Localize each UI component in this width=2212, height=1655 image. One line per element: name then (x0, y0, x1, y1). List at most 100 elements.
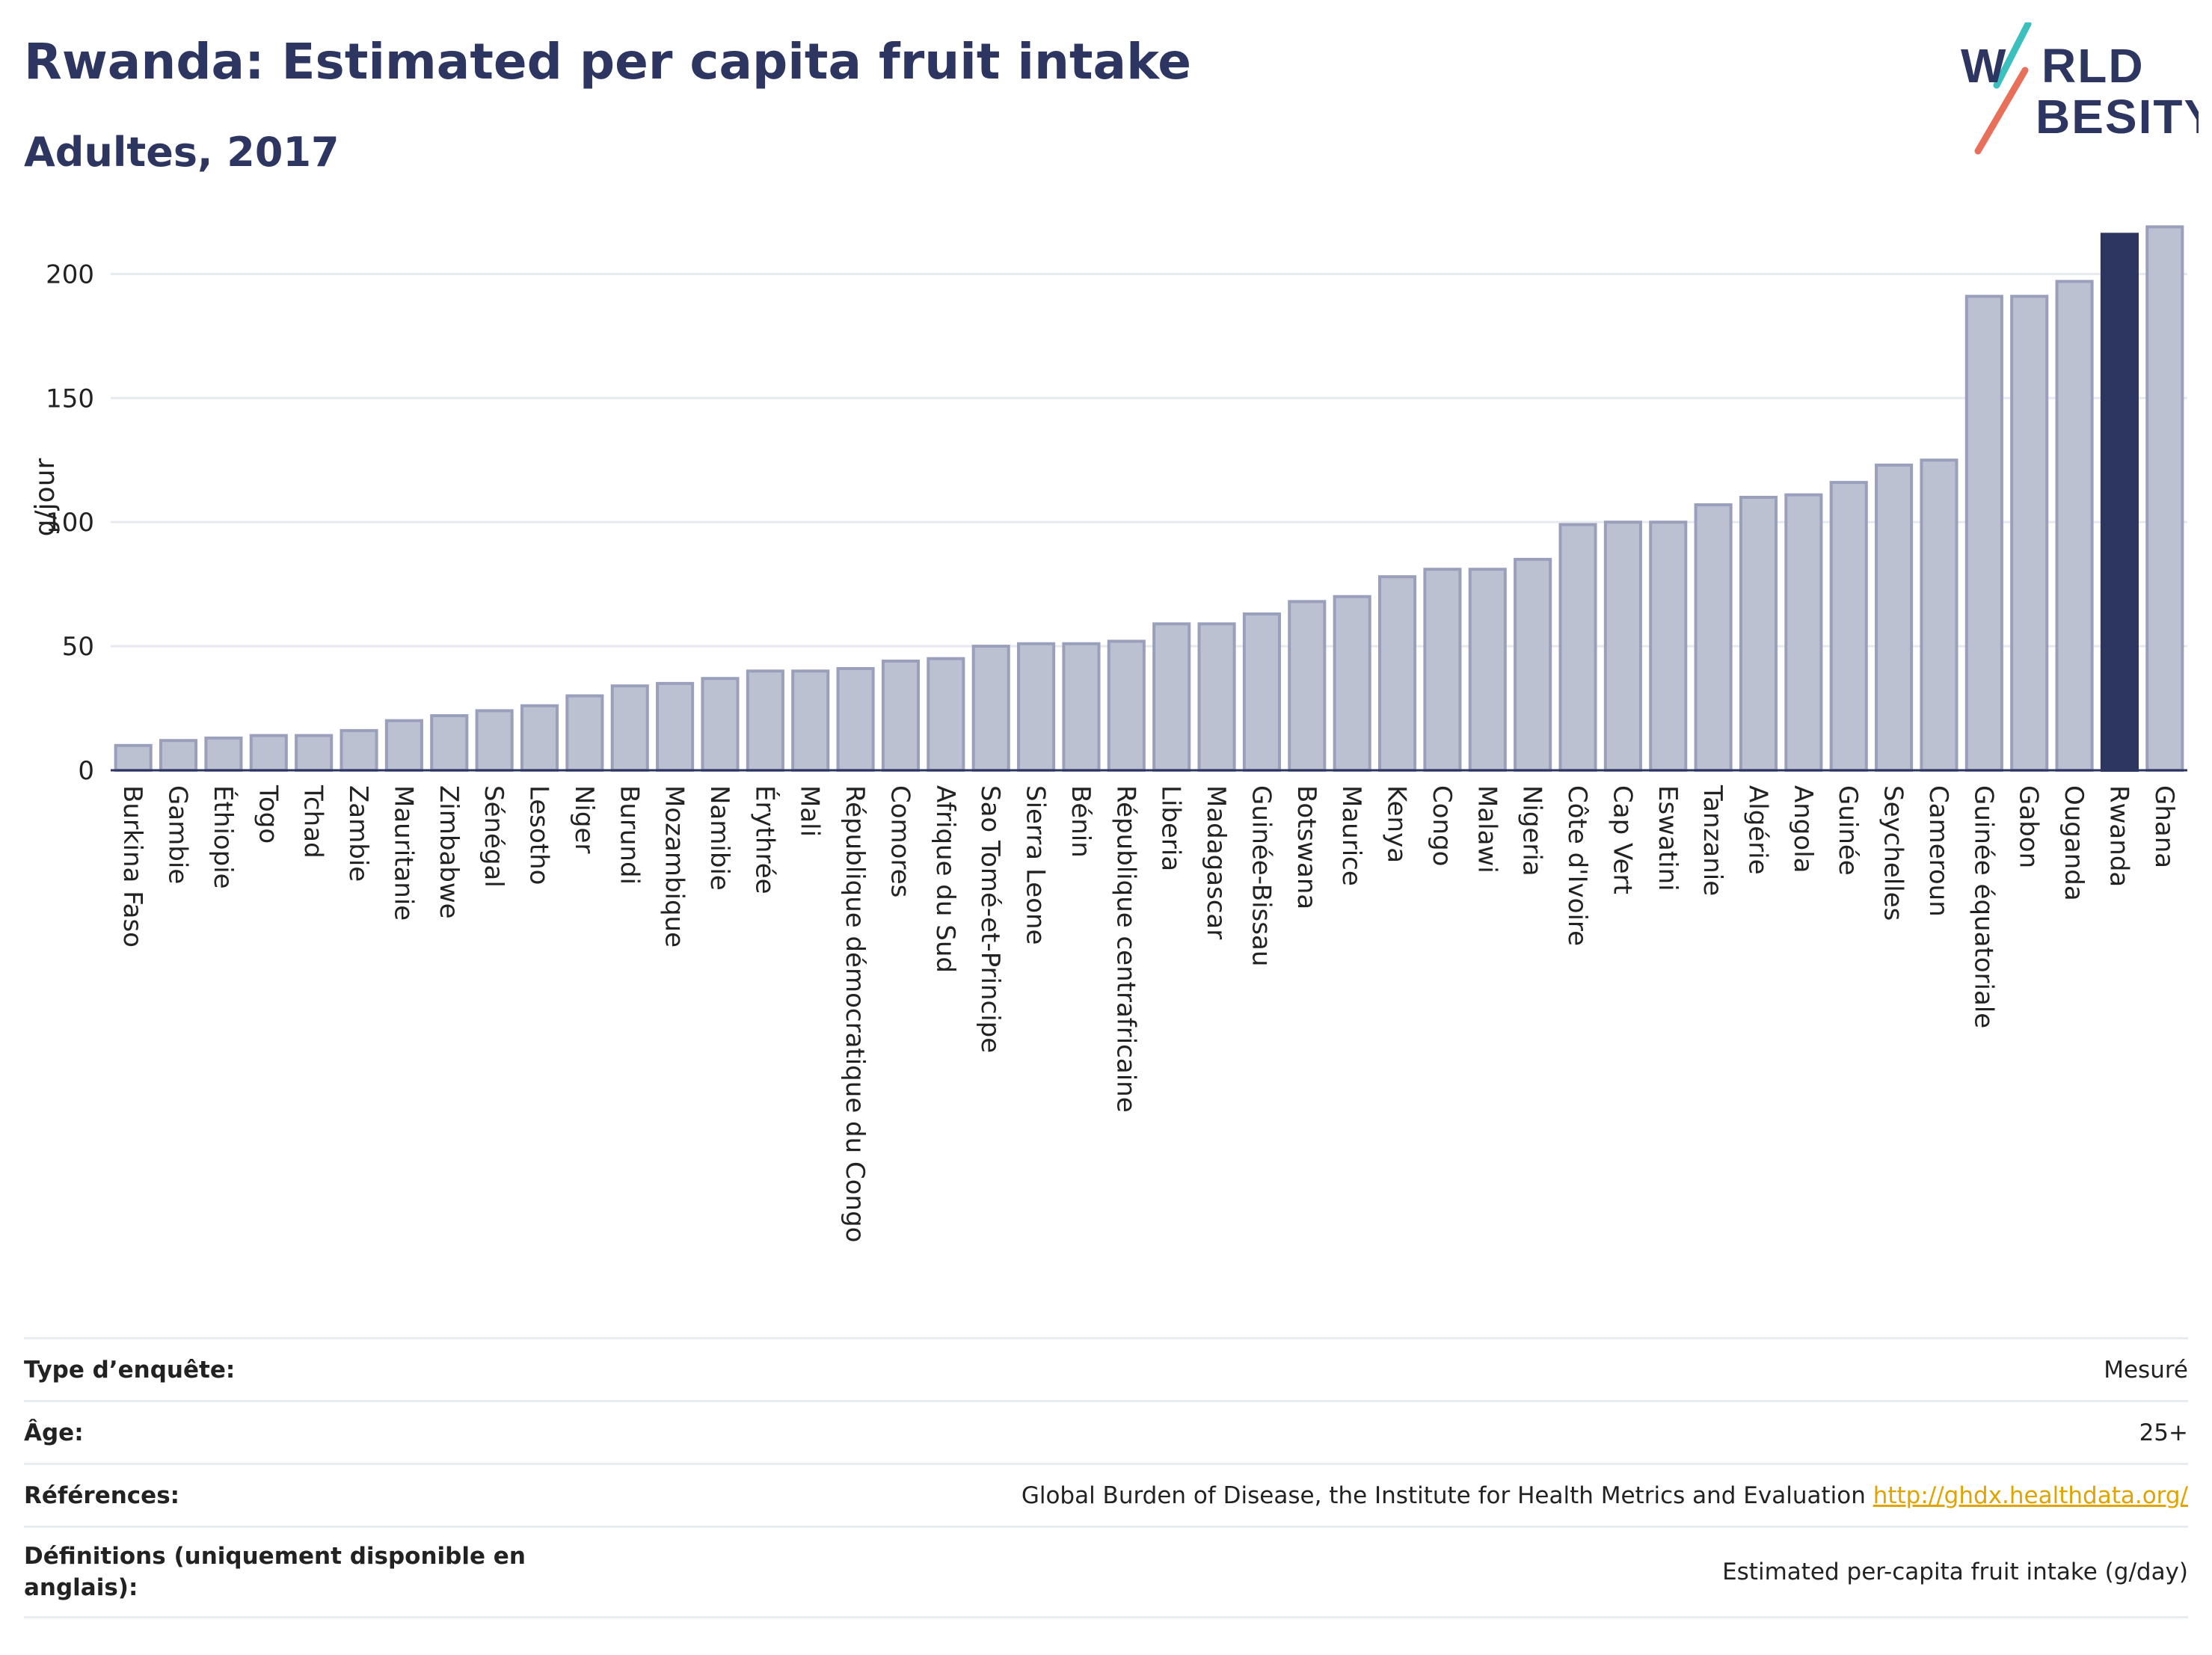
survey-type-row: Type d’enquête: Mesuré (24, 1337, 2188, 1400)
x-tick-label: Cameroun (1923, 785, 1953, 917)
x-tick-label: Zambie (343, 785, 373, 882)
x-tick-label: Guinée équatoriale (1968, 785, 1998, 1028)
x-tick-label: Sao Tomé-et-Principe (975, 785, 1005, 1053)
svg-text:BESITY: BESITY (2036, 90, 2199, 144)
references-label: Références: (24, 1481, 180, 1509)
bar (384, 719, 423, 772)
bar (656, 681, 695, 773)
bar (1288, 600, 1327, 773)
bar (746, 669, 784, 772)
x-tick-label: Éthiopie (208, 785, 239, 889)
bar (1829, 481, 1868, 772)
bar (927, 657, 965, 772)
y-axis-label: g/jour (30, 458, 61, 536)
bar (1062, 642, 1101, 772)
x-tick-label: Congo (1427, 785, 1457, 866)
references-value: Global Burden of Disease, the Institute … (1021, 1482, 2188, 1509)
x-tick-label: Guinée-Bissau (1246, 785, 1276, 966)
y-tick-label: 100 (46, 508, 94, 538)
age-value: 25+ (2139, 1419, 2188, 1446)
bar (204, 736, 243, 773)
x-tick-label: Mali (795, 785, 825, 837)
chart-title: Rwanda: Estimated per capita fruit intak… (24, 33, 1191, 90)
x-tick-label: Bénin (1066, 785, 1096, 858)
definitions-label: Définitions (uniquement disponible en an… (24, 1543, 526, 1601)
x-tick-label: Liberia (1156, 785, 1186, 871)
x-tick-label: Eswatini (1653, 785, 1683, 891)
bar (565, 694, 604, 772)
y-tick-label: 150 (46, 384, 94, 414)
logo-graphic: W RLD BESITY (1961, 20, 2212, 155)
x-tick-label: Gabon (2014, 785, 2044, 868)
x-tick-label: Cap Vert (1607, 785, 1637, 894)
bar (1197, 622, 1236, 773)
bar (520, 704, 559, 773)
x-tick-label: Mauritanie (388, 785, 418, 921)
bar (1333, 595, 1371, 773)
definitions-row: Définitions (uniquement disponible en an… (24, 1526, 2188, 1618)
x-tick-label: Algérie (1742, 785, 1772, 875)
x-tick-label: Togo (253, 784, 283, 844)
bar (1875, 463, 1914, 772)
svg-text:W: W (1961, 39, 2007, 93)
x-tick-label: Madagascar (1201, 785, 1231, 939)
bar (1694, 503, 1733, 772)
bar (2055, 280, 2094, 772)
x-tick-label: Ghana (2149, 785, 2179, 868)
bar (2145, 225, 2184, 772)
bar (1242, 612, 1281, 772)
bar (159, 739, 198, 773)
references-link[interactable]: http://ghdx.healthdata.org/ (1872, 1481, 2188, 1509)
y-tick-label: 200 (46, 260, 94, 289)
bar (1603, 521, 1642, 772)
x-tick-label: Malawi (1472, 785, 1502, 873)
bar (340, 728, 378, 773)
x-tick-label: Angola (1788, 785, 1818, 873)
x-tick-label: Érythrée (749, 785, 780, 894)
bar (1107, 639, 1146, 772)
x-tick-label: Gambie (163, 785, 193, 884)
x-tick-label: Ouganda (2059, 785, 2089, 901)
bar (1152, 622, 1191, 773)
x-tick-label: Zimbabwe (434, 785, 464, 919)
bar (1964, 295, 2003, 772)
x-tick-label: Maurice (1336, 785, 1366, 886)
bar (2010, 295, 2049, 772)
x-tick-label: Burundi (614, 785, 644, 885)
x-tick-label: République démocratique du Congo (840, 785, 870, 1242)
bar (249, 734, 288, 773)
x-tick-label: Lesotho (524, 785, 554, 885)
references-row: Références: Global Burden of Disease, th… (24, 1463, 2188, 1526)
y-tick-label: 0 (78, 756, 94, 786)
bar (1558, 523, 1597, 772)
x-tick-label: Comores (885, 785, 915, 897)
bar (1784, 493, 1823, 772)
bar (1739, 496, 1778, 772)
bar (1017, 642, 1056, 772)
bar (610, 684, 649, 773)
x-tick-label: Côte d'Ivoire (1562, 785, 1592, 946)
bar (1649, 521, 1688, 772)
bar (1514, 557, 1552, 772)
bar (1920, 458, 1958, 773)
bar (114, 743, 153, 772)
x-tick-label: Kenya (1382, 785, 1412, 863)
x-tick-label: Nigeria (1517, 785, 1547, 876)
x-tick-label: Tanzanie (1698, 784, 1727, 896)
bar (475, 709, 514, 773)
bar (836, 666, 875, 772)
x-tick-label: Afrique du Sud (930, 785, 960, 973)
y-tick-label: 50 (62, 632, 94, 662)
bar (295, 734, 334, 773)
bar (2100, 233, 2139, 773)
age-label: Âge: (24, 1419, 84, 1446)
definitions-value: Estimated per-capita fruit intake (g/day… (1722, 1559, 2188, 1585)
x-tick-label: Sénégal (479, 785, 509, 888)
svg-text:RLD: RLD (2042, 39, 2145, 93)
references-text: Global Burden of Disease, the Institute … (1021, 1481, 1873, 1509)
world-obesity-logo: W RLD BESITY (1944, 20, 2212, 157)
x-tick-label: Botswana (1291, 785, 1321, 909)
x-tick-label: Guinée (1833, 785, 1863, 876)
chart-subtitle: Adultes, 2017 (24, 129, 340, 176)
survey-type-value: Mesuré (2104, 1356, 2188, 1384)
